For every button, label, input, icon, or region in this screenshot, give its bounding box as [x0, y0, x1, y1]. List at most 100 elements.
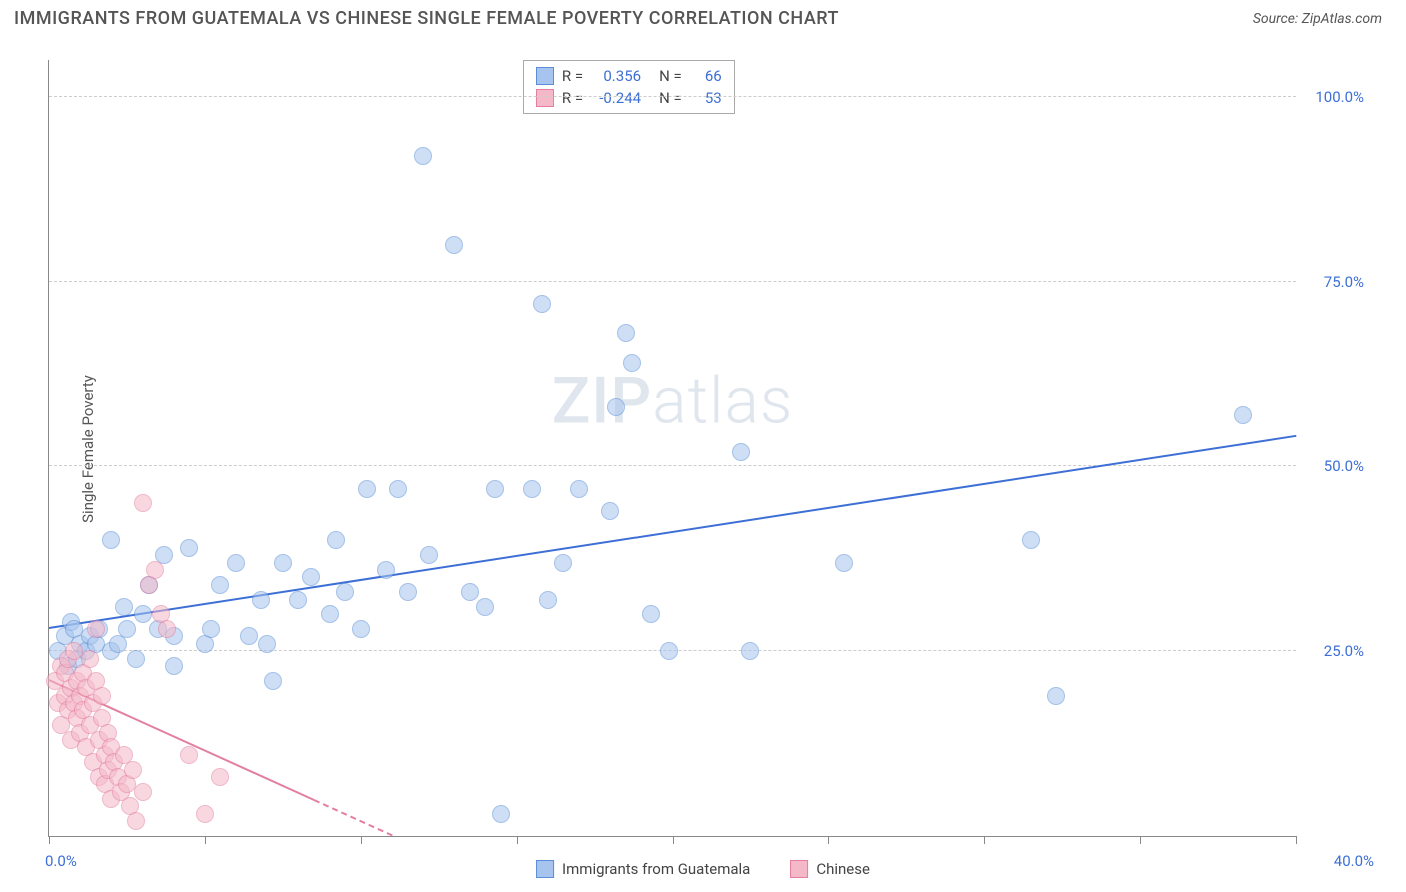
trend-line — [314, 799, 393, 836]
data-point — [87, 620, 105, 638]
x-tick — [49, 836, 50, 844]
x-tick — [1296, 836, 1297, 844]
data-point — [124, 761, 142, 779]
legend-label: Chinese — [816, 860, 870, 878]
data-point — [93, 687, 111, 705]
legend-label: Immigrants from Guatemala — [562, 860, 750, 878]
data-point — [570, 480, 588, 498]
data-point — [732, 443, 750, 461]
data-point — [533, 295, 551, 313]
data-point — [158, 620, 176, 638]
data-point — [523, 480, 541, 498]
x-tick — [984, 836, 985, 844]
stats-box: R = 0.356 N = 66 R = -0.244 N = 53 — [523, 60, 735, 114]
data-point — [134, 494, 152, 512]
data-point — [835, 554, 853, 572]
watermark: ZIPatlas — [552, 364, 794, 439]
data-point — [461, 583, 479, 601]
data-point — [623, 354, 641, 372]
source-label: Source: ZipAtlas.com — [1253, 11, 1382, 27]
data-point — [601, 502, 619, 520]
n-label: N = — [659, 67, 682, 85]
data-point — [327, 531, 345, 549]
data-point — [554, 554, 572, 572]
gridline — [49, 96, 1296, 97]
legend-swatch — [536, 67, 554, 85]
data-point — [617, 324, 635, 342]
n-value: 53 — [690, 89, 722, 107]
legend: Immigrants from Guatemala Chinese — [536, 860, 870, 878]
stats-row: R = -0.244 N = 53 — [536, 87, 722, 109]
data-point — [252, 591, 270, 609]
y-tick-label: 100.0% — [1315, 88, 1364, 106]
n-label: N = — [659, 89, 682, 107]
y-tick-label: 25.0% — [1324, 642, 1364, 660]
data-point — [264, 672, 282, 690]
n-value: 66 — [690, 67, 722, 85]
legend-swatch — [536, 860, 554, 878]
data-point — [211, 576, 229, 594]
data-point — [414, 147, 432, 165]
chart-title: IMMIGRANTS FROM GUATEMALA VS CHINESE SIN… — [14, 8, 839, 29]
r-value: -0.244 — [591, 89, 641, 107]
data-point — [486, 480, 504, 498]
data-point — [180, 746, 198, 764]
x-axis-max-label: 40.0% — [1334, 852, 1374, 870]
legend-swatch — [790, 860, 808, 878]
data-point — [399, 583, 417, 601]
data-point — [741, 642, 759, 660]
data-point — [227, 554, 245, 572]
data-point — [289, 591, 307, 609]
data-point — [642, 605, 660, 623]
y-tick-label: 50.0% — [1324, 457, 1364, 475]
legend-item: Chinese — [790, 860, 870, 878]
y-tick-label: 75.0% — [1324, 273, 1364, 291]
data-point — [1022, 531, 1040, 549]
stats-row: R = 0.356 N = 66 — [536, 65, 722, 87]
data-point — [274, 554, 292, 572]
data-point — [1047, 687, 1065, 705]
x-axis-min-label: 0.0% — [45, 852, 77, 870]
x-tick — [361, 836, 362, 844]
data-point — [165, 657, 183, 675]
x-tick — [517, 836, 518, 844]
data-point — [420, 546, 438, 564]
data-point — [118, 620, 136, 638]
x-tick — [828, 836, 829, 844]
x-tick — [205, 836, 206, 844]
gridline — [49, 281, 1296, 282]
data-point — [196, 805, 214, 823]
x-tick — [1140, 836, 1141, 844]
data-point — [240, 627, 258, 645]
data-point — [660, 642, 678, 660]
r-value: 0.356 — [591, 67, 641, 85]
scatter-plot: ZIPatlas R =0.356N =66R =-0.244N =53 0.0… — [48, 60, 1296, 837]
data-point — [134, 783, 152, 801]
data-point — [389, 480, 407, 498]
data-point — [127, 812, 145, 830]
data-point — [81, 650, 99, 668]
data-point — [445, 236, 463, 254]
data-point — [134, 605, 152, 623]
data-point — [336, 583, 354, 601]
data-point — [202, 620, 220, 638]
trend-line — [49, 435, 1296, 629]
legend-item: Immigrants from Guatemala — [536, 860, 750, 878]
r-label: R = — [562, 67, 583, 85]
data-point — [146, 561, 164, 579]
data-point — [302, 568, 320, 586]
data-point — [127, 650, 145, 668]
x-tick — [673, 836, 674, 844]
data-point — [258, 635, 276, 653]
data-point — [1234, 406, 1252, 424]
data-point — [476, 598, 494, 616]
data-point — [115, 598, 133, 616]
data-point — [211, 768, 229, 786]
r-label: R = — [562, 89, 583, 107]
data-point — [321, 605, 339, 623]
chart-area: Single Female Poverty ZIPatlas R =0.356N… — [48, 60, 1296, 837]
data-point — [102, 531, 120, 549]
data-point — [492, 805, 510, 823]
data-point — [180, 539, 198, 557]
data-point — [358, 480, 376, 498]
